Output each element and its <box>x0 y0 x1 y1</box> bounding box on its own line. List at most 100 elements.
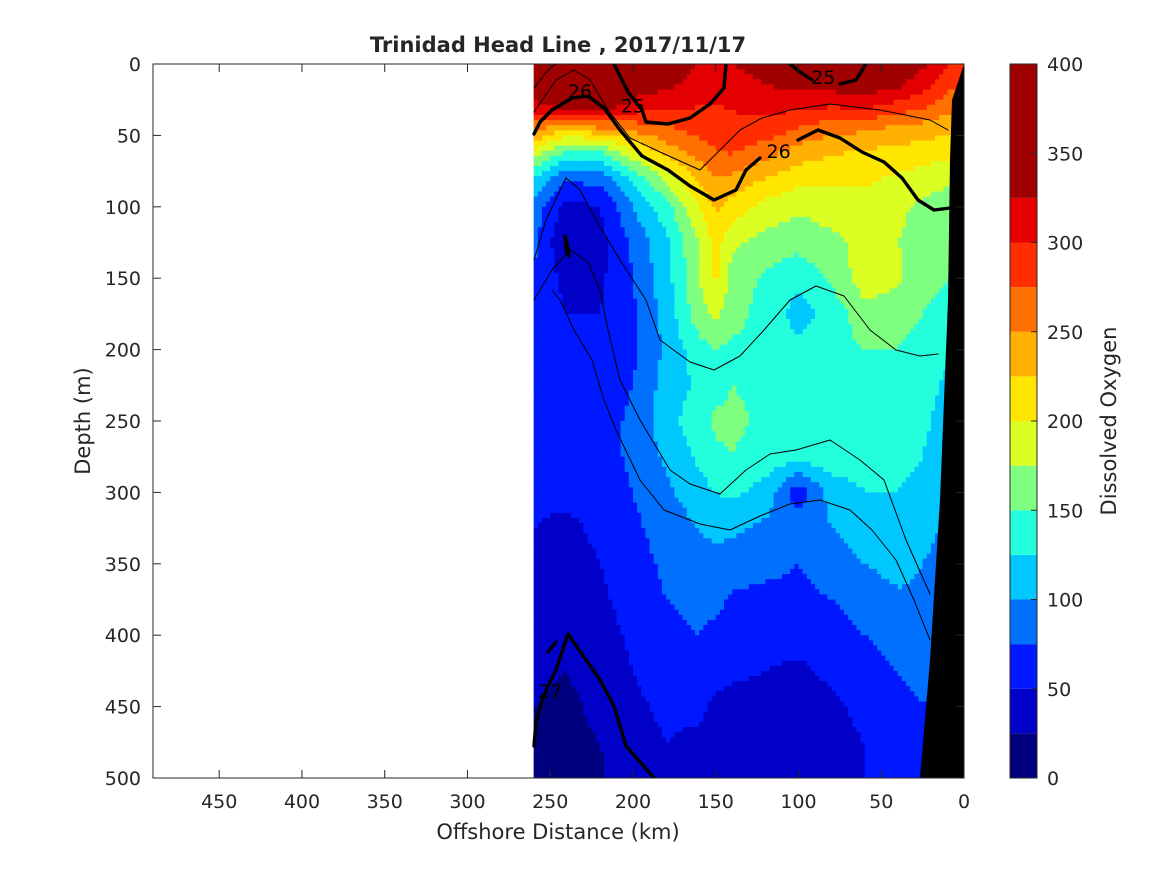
oxygen-cell <box>901 89 907 96</box>
oxygen-cell <box>724 130 729 136</box>
oxygen-cell <box>810 145 816 152</box>
oxygen-cell <box>595 247 601 254</box>
oxygen-cell <box>848 115 853 121</box>
oxygen-cell <box>852 166 858 172</box>
oxygen-cell <box>943 69 949 75</box>
oxygen-cell <box>666 135 671 142</box>
oxygen-cell <box>599 140 605 147</box>
oxygen-cell <box>918 104 924 111</box>
oxygen-cell <box>632 166 638 172</box>
oxygen-cell <box>769 155 775 162</box>
oxygen-cell <box>724 104 729 111</box>
oxygen-cell <box>769 237 775 244</box>
oxygen-cell <box>682 262 688 269</box>
oxygen-cell <box>823 135 829 142</box>
oxygen-cell <box>719 125 725 131</box>
oxygen-cell <box>620 84 626 91</box>
oxygen-cell <box>661 196 667 203</box>
oxygen-cell <box>533 262 539 269</box>
oxygen-cell <box>724 181 729 187</box>
oxygen-cell <box>678 120 684 126</box>
oxygen-cell <box>686 166 692 172</box>
oxygen-cell <box>773 125 779 131</box>
oxygen-cell <box>744 217 750 223</box>
oxygen-cell <box>802 257 808 264</box>
oxygen-cell <box>719 257 725 264</box>
oxygen-cell <box>815 227 820 233</box>
oxygen-cell <box>579 278 584 284</box>
oxygen-cell <box>690 252 696 259</box>
oxygen-cell <box>575 211 580 218</box>
oxygen-cell <box>918 74 924 80</box>
oxygen-cell <box>570 79 576 85</box>
oxygen-cell <box>579 150 584 157</box>
oxygen-cell <box>744 125 750 131</box>
oxygen-cell <box>558 283 564 289</box>
oxygen-cell <box>781 181 787 187</box>
oxygen-cell <box>881 268 886 274</box>
oxygen-cell <box>877 262 882 269</box>
oxygen-cell <box>765 115 771 121</box>
oxygen-cell <box>769 191 775 198</box>
oxygen-cell <box>628 206 634 213</box>
oxygen-cell <box>699 74 704 80</box>
oxygen-cell <box>579 222 584 228</box>
oxygen-cell <box>541 217 547 223</box>
oxygen-cell <box>732 109 738 116</box>
oxygen-cell <box>715 211 721 218</box>
oxygen-cell <box>844 64 849 70</box>
oxygen-cell <box>695 64 700 70</box>
oxygen-cell <box>686 84 692 91</box>
oxygen-cell <box>744 74 750 80</box>
oxygen-cell <box>740 273 746 279</box>
oxygen-cell <box>682 242 688 249</box>
oxygen-cell <box>769 196 775 203</box>
oxygen-cell <box>872 247 878 254</box>
oxygen-cell <box>914 217 920 223</box>
oxygen-cell <box>666 252 671 259</box>
oxygen-cell <box>786 89 791 96</box>
oxygen-cell <box>599 247 605 254</box>
oxygen-cell <box>657 217 663 223</box>
oxygen-cell <box>943 150 949 157</box>
oxygen-cell <box>860 237 866 244</box>
oxygen-cell <box>608 278 613 284</box>
oxygen-cell <box>943 268 949 274</box>
oxygen-cell <box>715 222 721 228</box>
oxygen-cell <box>790 303 795 310</box>
oxygen-cell <box>752 186 758 193</box>
oxygen-cell <box>682 273 688 279</box>
oxygen-cell <box>815 125 820 131</box>
oxygen-cell <box>649 252 655 259</box>
oxygen-cell <box>740 201 746 208</box>
oxygen-cell <box>769 160 775 167</box>
oxygen-cell <box>889 273 895 279</box>
oxygen-cell <box>918 135 924 142</box>
oxygen-cell <box>645 206 651 213</box>
oxygen-cell <box>893 145 899 152</box>
oxygen-cell <box>806 227 812 233</box>
oxygen-cell <box>901 217 907 223</box>
oxygen-cell <box>906 242 911 249</box>
oxygen-cell <box>628 191 634 198</box>
oxygen-cell <box>798 166 804 172</box>
oxygen-cell <box>686 201 692 208</box>
oxygen-cell <box>554 140 560 147</box>
oxygen-cell <box>897 130 903 136</box>
oxygen-cell <box>839 176 845 182</box>
oxygen-cell <box>810 196 816 203</box>
oxygen-cell <box>678 262 684 269</box>
oxygen-cell <box>707 227 713 233</box>
oxygen-cell <box>624 130 630 136</box>
oxygen-cell <box>740 104 746 111</box>
oxygen-cell <box>761 79 766 85</box>
oxygen-cell <box>744 186 750 193</box>
oxygen-cell <box>637 237 642 244</box>
oxygen-cell <box>583 150 589 157</box>
oxygen-cell <box>575 278 580 284</box>
oxygen-cell <box>690 293 696 300</box>
oxygen-cell <box>641 288 646 295</box>
oxygen-cell <box>699 104 704 111</box>
oxygen-cell <box>823 303 829 310</box>
oxygen-cell <box>765 232 771 238</box>
